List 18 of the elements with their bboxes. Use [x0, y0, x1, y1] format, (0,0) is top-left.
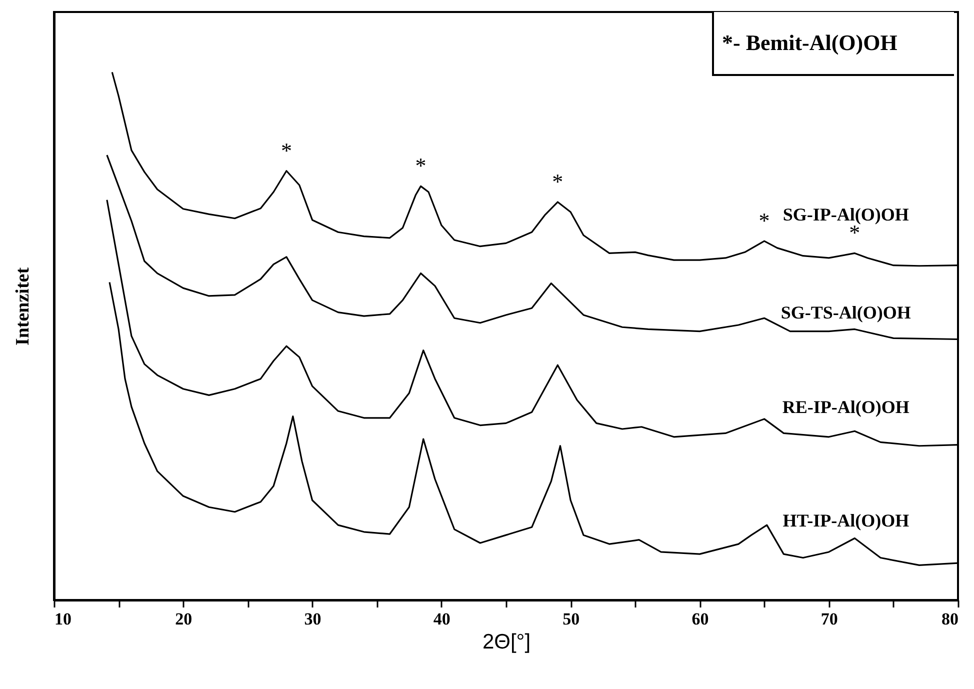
series-label: HT-IP-Al(O)OH [782, 510, 910, 531]
x-tick-label: 10 [54, 610, 72, 628]
x-tick-label: 70 [820, 610, 838, 628]
annotation: * [758, 208, 770, 234]
x-tick-label: 20 [175, 610, 192, 628]
x-tick-label: 30 [304, 610, 322, 628]
x-tick-label: 60 [692, 610, 709, 628]
series-label: SG-TS-Al(O)OH [780, 302, 911, 322]
y-axis-title: Intenzitet [12, 266, 34, 346]
annotation: * [552, 169, 564, 194]
x-tick-label: 40 [433, 610, 450, 628]
annotation: * [280, 138, 292, 163]
x-tick-label: 50 [562, 610, 580, 628]
annotation: * [415, 153, 426, 178]
note-box: *- Bemit-Al(O)OH [712, 12, 954, 76]
x-axis-title: 2Θ[°] [482, 630, 531, 654]
x-tick-label: 80 [942, 610, 958, 628]
series-label: RE-IP-Al(O)OH [782, 396, 910, 417]
